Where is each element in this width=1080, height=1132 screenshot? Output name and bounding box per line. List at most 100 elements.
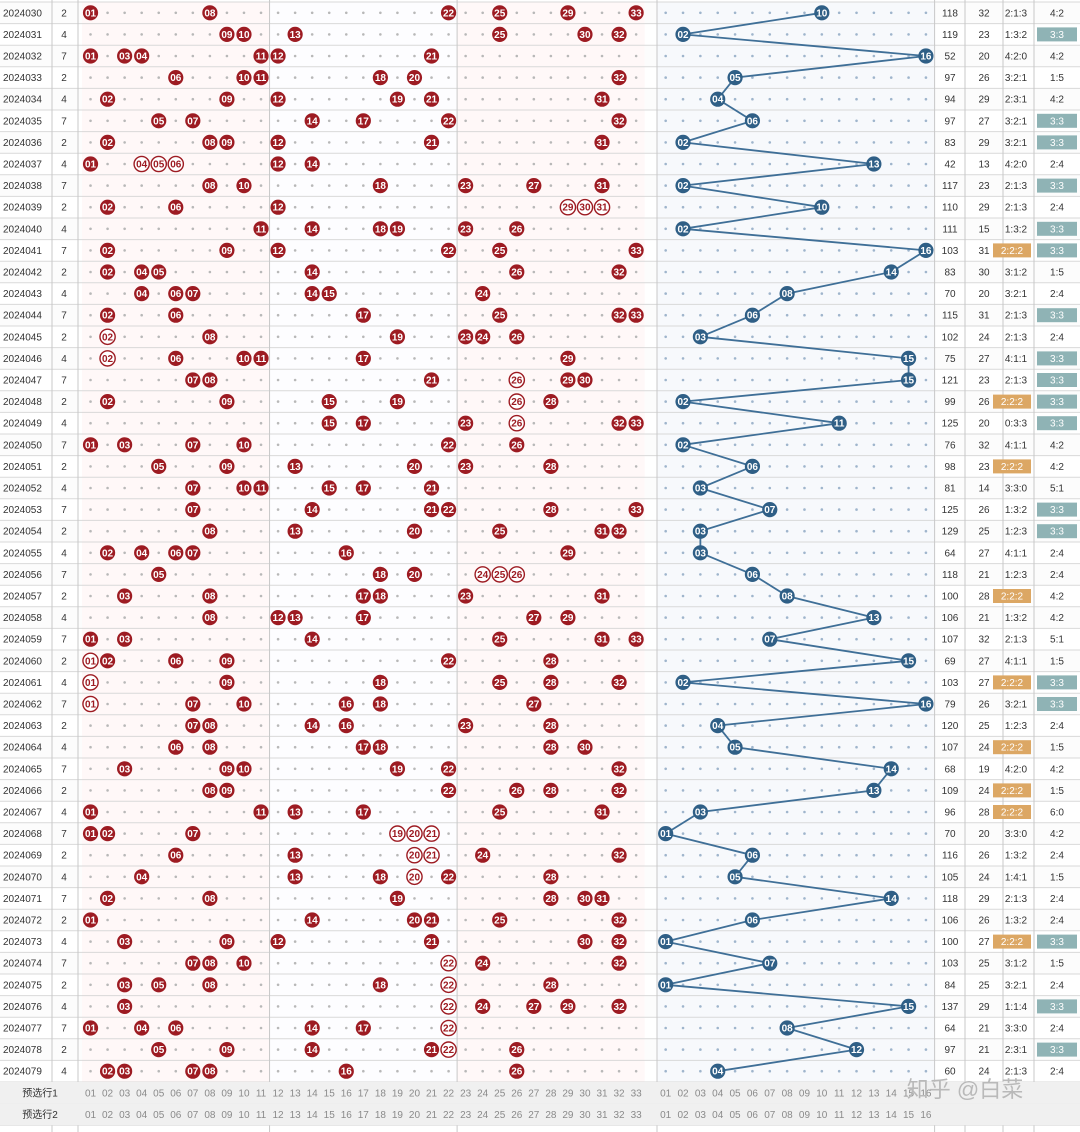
footer-red-number[interactable]: 28 — [545, 1110, 557, 1121]
footer-red-number[interactable]: 23 — [460, 1110, 472, 1121]
footer-red-number[interactable]: 25 — [494, 1110, 506, 1121]
footer-blue-number[interactable]: 04 — [712, 1088, 724, 1099]
footer-blue-number[interactable]: 01 — [660, 1110, 672, 1121]
footer-red-number[interactable]: 13 — [290, 1110, 302, 1121]
footer-blue-number[interactable]: 14 — [886, 1110, 898, 1121]
footer-blue-number[interactable]: 14 — [886, 1088, 898, 1099]
footer-blue-number[interactable]: 02 — [677, 1088, 689, 1099]
footer-blue-number[interactable]: 09 — [799, 1088, 811, 1099]
footer-red-number[interactable]: 18 — [375, 1088, 387, 1099]
footer-red-number[interactable]: 17 — [358, 1088, 370, 1099]
footer-row[interactable] — [0, 1082, 1080, 1104]
footer-blue-number[interactable]: 12 — [851, 1088, 863, 1099]
footer-blue-number[interactable]: 12 — [851, 1110, 863, 1121]
footer-red-number[interactable]: 32 — [614, 1110, 626, 1121]
footer-red-number[interactable]: 30 — [579, 1088, 591, 1099]
footer-red-number[interactable]: 14 — [307, 1110, 319, 1121]
footer-red-number[interactable]: 10 — [238, 1088, 250, 1099]
footer-red-number[interactable]: 18 — [375, 1110, 387, 1121]
footer-blue-number[interactable]: 06 — [747, 1088, 759, 1099]
footer-blue-number[interactable]: 03 — [695, 1110, 707, 1121]
footer-red-number[interactable]: 27 — [528, 1110, 540, 1121]
footer-red-number[interactable]: 15 — [324, 1110, 336, 1121]
footer-red-number[interactable]: 01 — [85, 1110, 97, 1121]
footer-red-number[interactable]: 19 — [392, 1088, 404, 1099]
footer-blue-number[interactable]: 16 — [920, 1088, 932, 1099]
footer-red-number[interactable]: 14 — [307, 1088, 319, 1099]
footer-blue-number[interactable]: 16 — [920, 1110, 932, 1121]
footer-red-number[interactable]: 16 — [341, 1088, 353, 1099]
footer-red-number[interactable]: 02 — [102, 1088, 114, 1099]
footer-red-number[interactable]: 09 — [221, 1088, 233, 1099]
footer-blue-number[interactable]: 13 — [868, 1088, 880, 1099]
footer-red-number[interactable]: 03 — [119, 1088, 131, 1099]
footer-red-number[interactable]: 29 — [562, 1088, 574, 1099]
footer-blue-number[interactable]: 07 — [764, 1088, 776, 1099]
footer-red-number[interactable]: 15 — [324, 1088, 336, 1099]
footer-red-number[interactable]: 31 — [596, 1088, 608, 1099]
footer-red-number[interactable]: 07 — [187, 1110, 199, 1121]
footer-red-number[interactable]: 17 — [358, 1110, 370, 1121]
footer-blue-number[interactable]: 09 — [799, 1110, 811, 1121]
footer-blue-number[interactable]: 01 — [660, 1088, 672, 1099]
footer-row[interactable] — [0, 1103, 1080, 1126]
footer-blue-number[interactable]: 04 — [712, 1110, 724, 1121]
footer-red-number[interactable]: 20 — [409, 1110, 421, 1121]
footer-red-number[interactable]: 11 — [256, 1088, 267, 1099]
footer-red-number[interactable]: 24 — [477, 1088, 489, 1099]
footer-red-number[interactable]: 12 — [273, 1088, 285, 1099]
footer-red-number[interactable]: 04 — [136, 1088, 148, 1099]
footer-red-number[interactable]: 06 — [170, 1088, 182, 1099]
footer-red-number[interactable]: 11 — [256, 1110, 267, 1121]
footer-red-number[interactable]: 25 — [494, 1088, 506, 1099]
footer-red-number[interactable]: 26 — [511, 1088, 523, 1099]
footer-red-number[interactable]: 23 — [460, 1088, 472, 1099]
footer-red-number[interactable]: 16 — [341, 1110, 353, 1121]
footer-red-number[interactable]: 26 — [511, 1110, 523, 1121]
footer-red-number[interactable]: 04 — [136, 1110, 148, 1121]
footer-red-number[interactable]: 01 — [85, 1088, 97, 1099]
footer-blue-number[interactable]: 11 — [834, 1088, 845, 1099]
footer-blue-number[interactable]: 10 — [816, 1110, 828, 1121]
footer-red-number[interactable]: 21 — [426, 1088, 438, 1099]
footer-red-number[interactable]: 10 — [238, 1110, 250, 1121]
footer-blue-number[interactable]: 05 — [730, 1110, 742, 1121]
footer-blue-number[interactable]: 03 — [695, 1088, 707, 1099]
footer-red-number[interactable]: 05 — [153, 1110, 165, 1121]
footer-blue-number[interactable]: 11 — [834, 1110, 845, 1121]
footer-red-number[interactable]: 05 — [153, 1088, 165, 1099]
footer-blue-number[interactable]: 05 — [730, 1088, 742, 1099]
footer-red-number[interactable]: 29 — [562, 1110, 574, 1121]
footer-blue-number[interactable]: 07 — [764, 1110, 776, 1121]
footer-blue-number[interactable]: 15 — [903, 1088, 915, 1099]
footer-red-number[interactable]: 33 — [631, 1110, 643, 1121]
footer-red-number[interactable]: 28 — [545, 1088, 557, 1099]
footer-red-number[interactable]: 22 — [443, 1110, 455, 1121]
footer-red-number[interactable]: 20 — [409, 1088, 421, 1099]
footer-blue-number[interactable]: 08 — [782, 1110, 794, 1121]
footer-red-number[interactable]: 08 — [204, 1110, 216, 1121]
footer-blue-number[interactable]: 13 — [868, 1110, 880, 1121]
footer-red-number[interactable]: 30 — [579, 1110, 591, 1121]
footer-red-number[interactable]: 08 — [204, 1088, 216, 1099]
footer-red-number[interactable]: 31 — [596, 1110, 608, 1121]
footer-blue-number[interactable]: 06 — [747, 1110, 759, 1121]
footer-red-number[interactable]: 02 — [102, 1110, 114, 1121]
footer-blue-number[interactable]: 10 — [816, 1088, 828, 1099]
footer-red-number[interactable]: 33 — [631, 1088, 643, 1099]
footer-red-number[interactable]: 13 — [290, 1088, 302, 1099]
footer-blue-number[interactable]: 02 — [677, 1110, 689, 1121]
footer-red-number[interactable]: 24 — [477, 1110, 489, 1121]
footer-red-number[interactable]: 06 — [170, 1110, 182, 1121]
footer-blue-number[interactable]: 15 — [903, 1110, 915, 1121]
footer-red-number[interactable]: 03 — [119, 1110, 131, 1121]
footer-red-number[interactable]: 27 — [528, 1088, 540, 1099]
footer-red-number[interactable]: 32 — [614, 1088, 626, 1099]
footer-red-number[interactable]: 21 — [426, 1110, 438, 1121]
footer-blue-number[interactable]: 08 — [782, 1088, 794, 1099]
footer-red-number[interactable]: 22 — [443, 1088, 455, 1099]
footer-red-number[interactable]: 09 — [221, 1110, 233, 1121]
footer-red-number[interactable]: 07 — [187, 1088, 199, 1099]
footer-red-number[interactable]: 12 — [273, 1110, 285, 1121]
footer-red-number[interactable]: 19 — [392, 1110, 404, 1121]
